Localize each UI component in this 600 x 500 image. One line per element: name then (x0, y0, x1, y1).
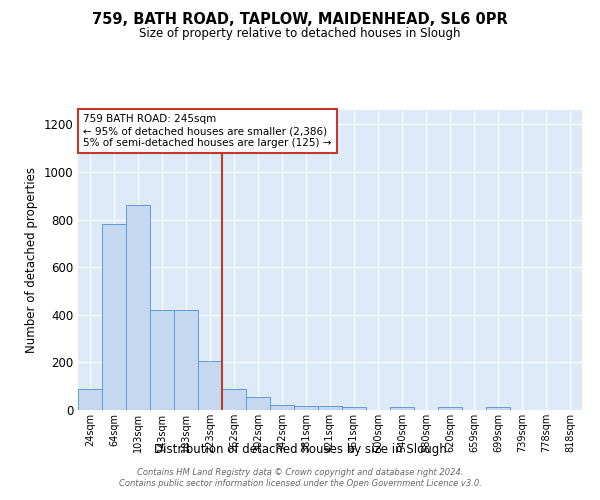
Bar (78, 388, 102, 410)
Text: Size of property relative to detached houses in Slough: Size of property relative to detached ho… (139, 28, 461, 40)
Bar (174, 310, 198, 410)
Bar (486, 407, 510, 410)
Bar (246, 397, 270, 410)
Bar (270, 405, 294, 410)
Text: Contains HM Land Registry data © Crown copyright and database right 2024.
Contai: Contains HM Land Registry data © Crown c… (119, 468, 481, 487)
Bar (294, 406, 318, 410)
Text: Distribution of detached houses by size in Slough: Distribution of detached houses by size … (154, 442, 446, 456)
Bar (438, 407, 462, 410)
Text: 759, BATH ROAD, TAPLOW, MAIDENHEAD, SL6 0PR: 759, BATH ROAD, TAPLOW, MAIDENHEAD, SL6 … (92, 12, 508, 28)
Text: 759 BATH ROAD: 245sqm
← 95% of detached houses are smaller (2,386)
5% of semi-de: 759 BATH ROAD: 245sqm ← 95% of detached … (83, 114, 332, 148)
Bar (318, 406, 342, 410)
Bar (126, 205, 150, 410)
Bar (390, 407, 414, 410)
Bar (222, 388, 246, 410)
Bar (150, 310, 174, 410)
Y-axis label: Number of detached properties: Number of detached properties (25, 167, 38, 353)
Bar (102, 224, 126, 410)
Bar (342, 407, 366, 410)
Bar (198, 361, 222, 410)
